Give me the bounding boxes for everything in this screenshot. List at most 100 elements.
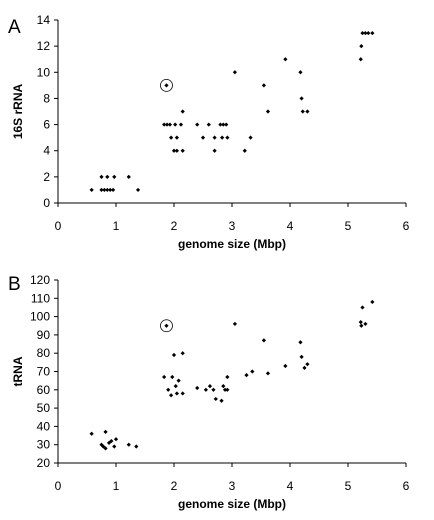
panel-b: B 20 30 40 50 60 70 80 90 100 110 120 0 1 2 3 4 5 6 genome … [8,273,410,511]
data-point [99,442,104,447]
y-axis-title: 16S rRNA [11,83,25,139]
data-point [299,96,304,101]
data-point [283,57,288,62]
data-point [174,135,179,140]
data-point [261,83,266,88]
data-point [242,148,247,153]
data-point [135,187,141,193]
data-point [220,135,225,140]
panel-letter: B [8,274,21,295]
data-point [207,384,213,389]
data-point [103,446,108,451]
x-axis-title: genome size (Mbp) [178,237,286,251]
x-tick-label: 5 [345,479,352,493]
data-point [221,122,226,127]
data-point [200,135,206,140]
data-point [305,362,310,367]
y-tick-label: 70 [37,365,51,379]
data-point [176,378,181,383]
data-point [366,30,371,36]
y-tick-label: 12 [37,39,51,53]
data-point [113,437,119,442]
data-point [206,122,211,127]
data-point [178,122,184,127]
data-point [225,374,230,380]
data-point [298,340,303,345]
data-point [248,135,253,140]
x-tick-label: 1 [113,479,120,493]
data-point [99,174,104,179]
data-point [170,374,175,380]
data-point [162,122,167,127]
data-point [108,187,113,193]
data-point [89,187,94,193]
x-tick-label: 6 [403,219,410,233]
data-point [134,444,139,449]
y-tick-label: 120 [30,273,50,287]
data-point [212,148,217,153]
data-point [232,321,237,327]
data-point [360,30,365,36]
data-point [164,323,169,328]
x-tick-label: 0 [55,219,62,233]
data-point [171,148,177,153]
x-tick-label: 5 [345,219,352,233]
data-point [195,385,200,391]
y-tick-label: 100 [30,310,50,324]
x-tick-label: 2 [171,479,178,493]
x-tick-label: 4 [287,479,294,493]
data-point [167,122,173,127]
data-point [213,396,218,402]
y-tick-label: 90 [37,328,51,342]
x-tick-label: 3 [229,219,236,233]
data-point [195,122,200,127]
y-tick-label: 2 [43,170,50,184]
y-tick-label: 50 [37,401,51,415]
data-point [219,398,224,403]
data-point [363,321,368,327]
data-point [174,148,179,153]
data-point [224,122,229,127]
data-point [162,374,167,380]
data-point [211,387,216,392]
x-tick-label: 6 [403,479,410,493]
data-point [300,109,305,114]
y-tick-label: 80 [37,346,51,360]
panel-letter: A [8,17,21,38]
y-axis-title: tRNA [11,356,25,386]
data-point [358,319,363,325]
y-tick-label: 20 [37,456,51,470]
data-point [102,187,107,193]
data-point [180,351,185,356]
data-point [109,438,114,444]
x-tick-label: 4 [287,219,294,233]
data-point [358,57,363,62]
data-point [232,70,237,75]
data-point [298,70,303,75]
data-point [180,148,185,153]
data-point [250,369,255,374]
y-tick-label: 14 [37,13,51,27]
data-point [360,305,365,310]
y-tick-label: 10 [37,65,51,79]
data-point [222,387,228,392]
data-point [111,187,116,193]
x-tick-label: 0 [55,479,62,493]
y-tick-label: 0 [43,196,50,210]
data-point [370,299,375,305]
data-point [265,371,271,376]
data-point [126,174,131,179]
y-tick-label: 30 [37,438,51,452]
data-point [89,431,94,436]
y-tick-label: 40 [37,419,51,433]
y-tick-label: 6 [43,118,50,132]
data-point [218,122,223,127]
data-point [359,44,364,49]
y-tick-label: 110 [31,291,50,305]
data-point [173,122,178,127]
data-point [173,384,178,389]
data-point [105,174,110,179]
data-point [169,393,174,398]
